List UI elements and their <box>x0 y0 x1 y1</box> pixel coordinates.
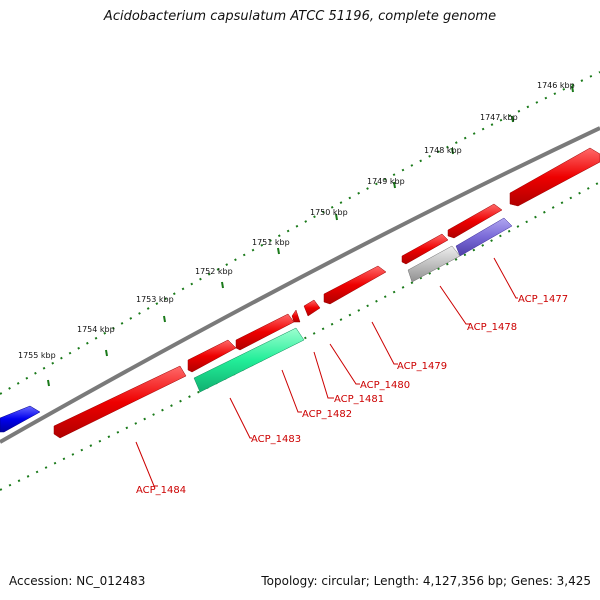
gene-arrows-inner <box>193 217 513 393</box>
gene-label: ACP_1479 <box>397 361 447 372</box>
gene-arrow <box>303 299 321 317</box>
gene-label: ACP_1480 <box>360 380 410 391</box>
gene-arrow <box>187 339 237 373</box>
inner-tick-track <box>0 181 600 491</box>
major-ticks <box>47 85 574 387</box>
genome-backbone <box>0 126 600 444</box>
map-title: Acidobacterium capsulatum ATCC 51196, co… <box>103 9 497 24</box>
gene-arrows-forward-blue <box>0 405 41 433</box>
tick-label: 1754 kbp <box>77 325 115 334</box>
gene-arrow <box>53 365 187 439</box>
gene-label: ACP_1484 <box>136 485 186 496</box>
gene-arrows-forward <box>53 147 600 439</box>
tick-label: 1747 kbp <box>480 113 518 122</box>
gene-arrow <box>509 147 600 207</box>
gene-label: ACP_1483 <box>251 434 301 445</box>
accession-label: Accession: NC_012483 <box>9 574 146 588</box>
tick-labels: 1746 kbp 1747 kbp 1748 kbp 1749 kbp 1750… <box>18 81 575 360</box>
gene-label: ACP_1481 <box>334 394 384 405</box>
tick-label: 1750 kbp <box>310 208 348 217</box>
gene-arrow <box>323 265 387 305</box>
tick-label: 1746 kbp <box>537 81 575 90</box>
gene-label: ACP_1478 <box>467 322 517 333</box>
gene-label: ACP_1482 <box>302 409 352 420</box>
tick-label: 1752 kbp <box>195 267 233 276</box>
tick-label: 1753 kbp <box>136 295 174 304</box>
gene-arrow <box>455 217 513 257</box>
gene-arrow <box>193 327 305 393</box>
tick-label: 1748 kbp <box>424 146 462 155</box>
tick-label: 1751 kbp <box>252 238 290 247</box>
gene-label: ACP_1477 <box>518 294 568 305</box>
gene-arrow <box>447 203 503 239</box>
gene-arrow <box>0 405 41 433</box>
outer-tick-track <box>0 71 600 395</box>
label-leaders <box>135 257 518 487</box>
gene-labels: ACP_1477 ACP_1478 ACP_1479 ACP_1480 ACP_… <box>136 294 568 496</box>
gene-arrow <box>407 245 461 283</box>
gene-arrow <box>401 233 449 265</box>
genome-summary: Topology: circular; Length: 4,127,356 bp… <box>261 574 591 588</box>
gene-arrow <box>235 313 295 351</box>
gene-arrow <box>291 309 301 323</box>
tick-label: 1755 kbp <box>18 351 56 360</box>
tick-label: 1749 kbp <box>367 177 405 186</box>
